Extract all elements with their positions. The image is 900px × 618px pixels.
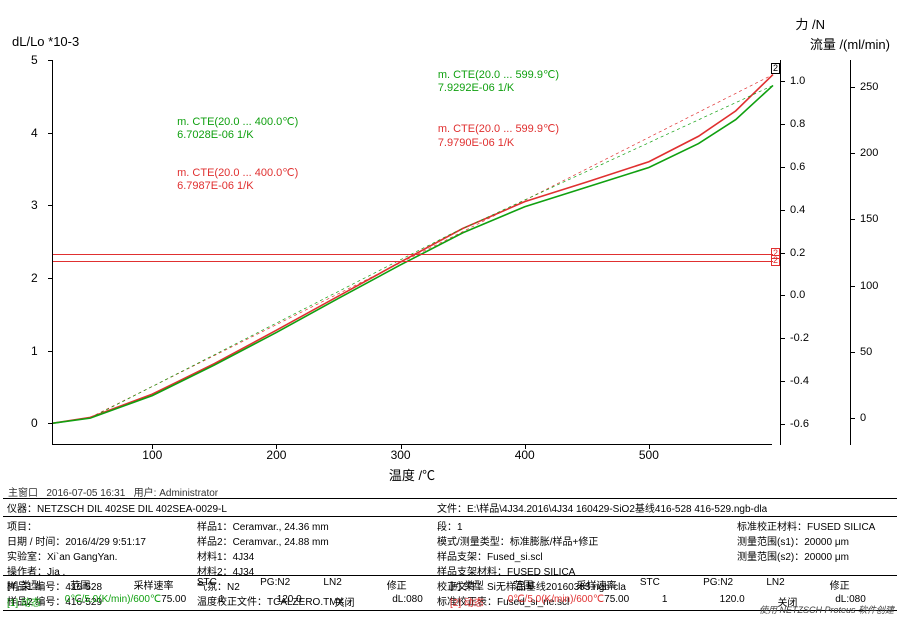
meta-file-label: 文件： (437, 504, 467, 515)
l: 样品2： (197, 537, 233, 548)
x-axis-label: 温度 /℃ (52, 465, 772, 484)
l: 项目： (7, 522, 37, 533)
meta-instrument: NETZSCH DIL 402SE DIL 402SEA-0029-L (37, 504, 227, 515)
l: 模式/测量类型： (437, 537, 510, 548)
meta-instrument-label: 仪器： (7, 504, 37, 515)
v: Fused_si.scl (487, 552, 543, 563)
v: 20000 μm (804, 537, 849, 548)
status-line: 主窗口 2016-07-05 16:31 用户: Administrator (8, 484, 218, 499)
l: 标准校正材料： (737, 522, 807, 533)
chart-container: dL/Lo *10-3 力 /N 流量 /(ml/min) 1002003004… (0, 0, 900, 480)
y2-axis-label-force: 力 /N (795, 14, 825, 33)
y3-axis-line (850, 60, 851, 445)
l: 实验室： (7, 552, 47, 563)
l: 段： (437, 522, 457, 533)
params-header: [#] 类型范围采样速率STCPG:N2LN2修正[#] 类型范围采样速率STC… (3, 576, 897, 593)
v: FUSED SILICA (807, 522, 875, 533)
v: Ceramvar., 24.88 mm (233, 537, 329, 548)
curves-svg (53, 60, 773, 445)
l: 材料1： (197, 552, 233, 563)
l: 样品1： (197, 522, 233, 533)
v: 4J34 (233, 552, 255, 563)
v: Xi`an GangYan. (47, 552, 117, 563)
v: 1 (457, 522, 463, 533)
meta-file: E:\样品\4J34.2016\4J34 160429-SiO2基线416-52… (467, 504, 767, 515)
plot-area: 100200300400500012345222m. CTE(20.0 ... … (52, 60, 772, 445)
l: 样品支架： (437, 552, 487, 563)
l: 测量范围(s2)： (737, 552, 804, 563)
l: 测量范围(s1)： (737, 537, 804, 548)
v: 20000 μm (804, 552, 849, 563)
y2-axis-label-flow: 流量 /(ml/min) (810, 34, 890, 53)
y1-axis-label: dL/Lo *10-3 (12, 34, 79, 49)
footer-text: 使用 NETZSCH Proteus 软件创建 (759, 603, 894, 616)
l: 日期 / 时间： (7, 537, 65, 548)
v: 2016/4/29 9:51:17 (65, 537, 146, 548)
v: 标准膨胀/样品+修正 (510, 537, 599, 548)
v: Ceramvar., 24.36 mm (233, 522, 329, 533)
